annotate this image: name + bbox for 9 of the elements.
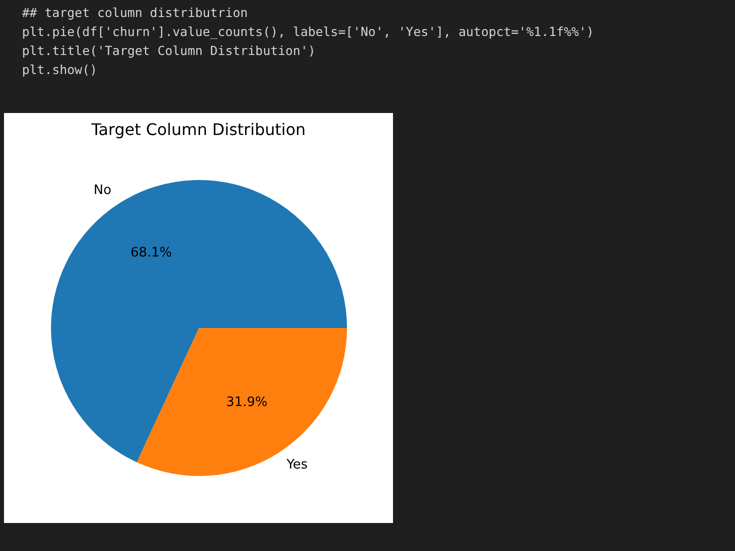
slice-label: Yes (286, 458, 308, 473)
data-label: 68.1% (130, 246, 172, 261)
text: plt.pie(df['churn'].value_counts(), labels=['No', 'Yes'], autopct='%1.1f%%') (22, 23, 594, 41)
text: plt.title('Target Column Distribution') (22, 42, 316, 60)
data-label: 31.9% (226, 395, 268, 410)
chart-title: Target Column Distribution (90, 120, 306, 140)
text: ## target column distributrion (22, 4, 249, 22)
slice-label: No (94, 183, 112, 198)
text: plt.show() (22, 61, 98, 79)
